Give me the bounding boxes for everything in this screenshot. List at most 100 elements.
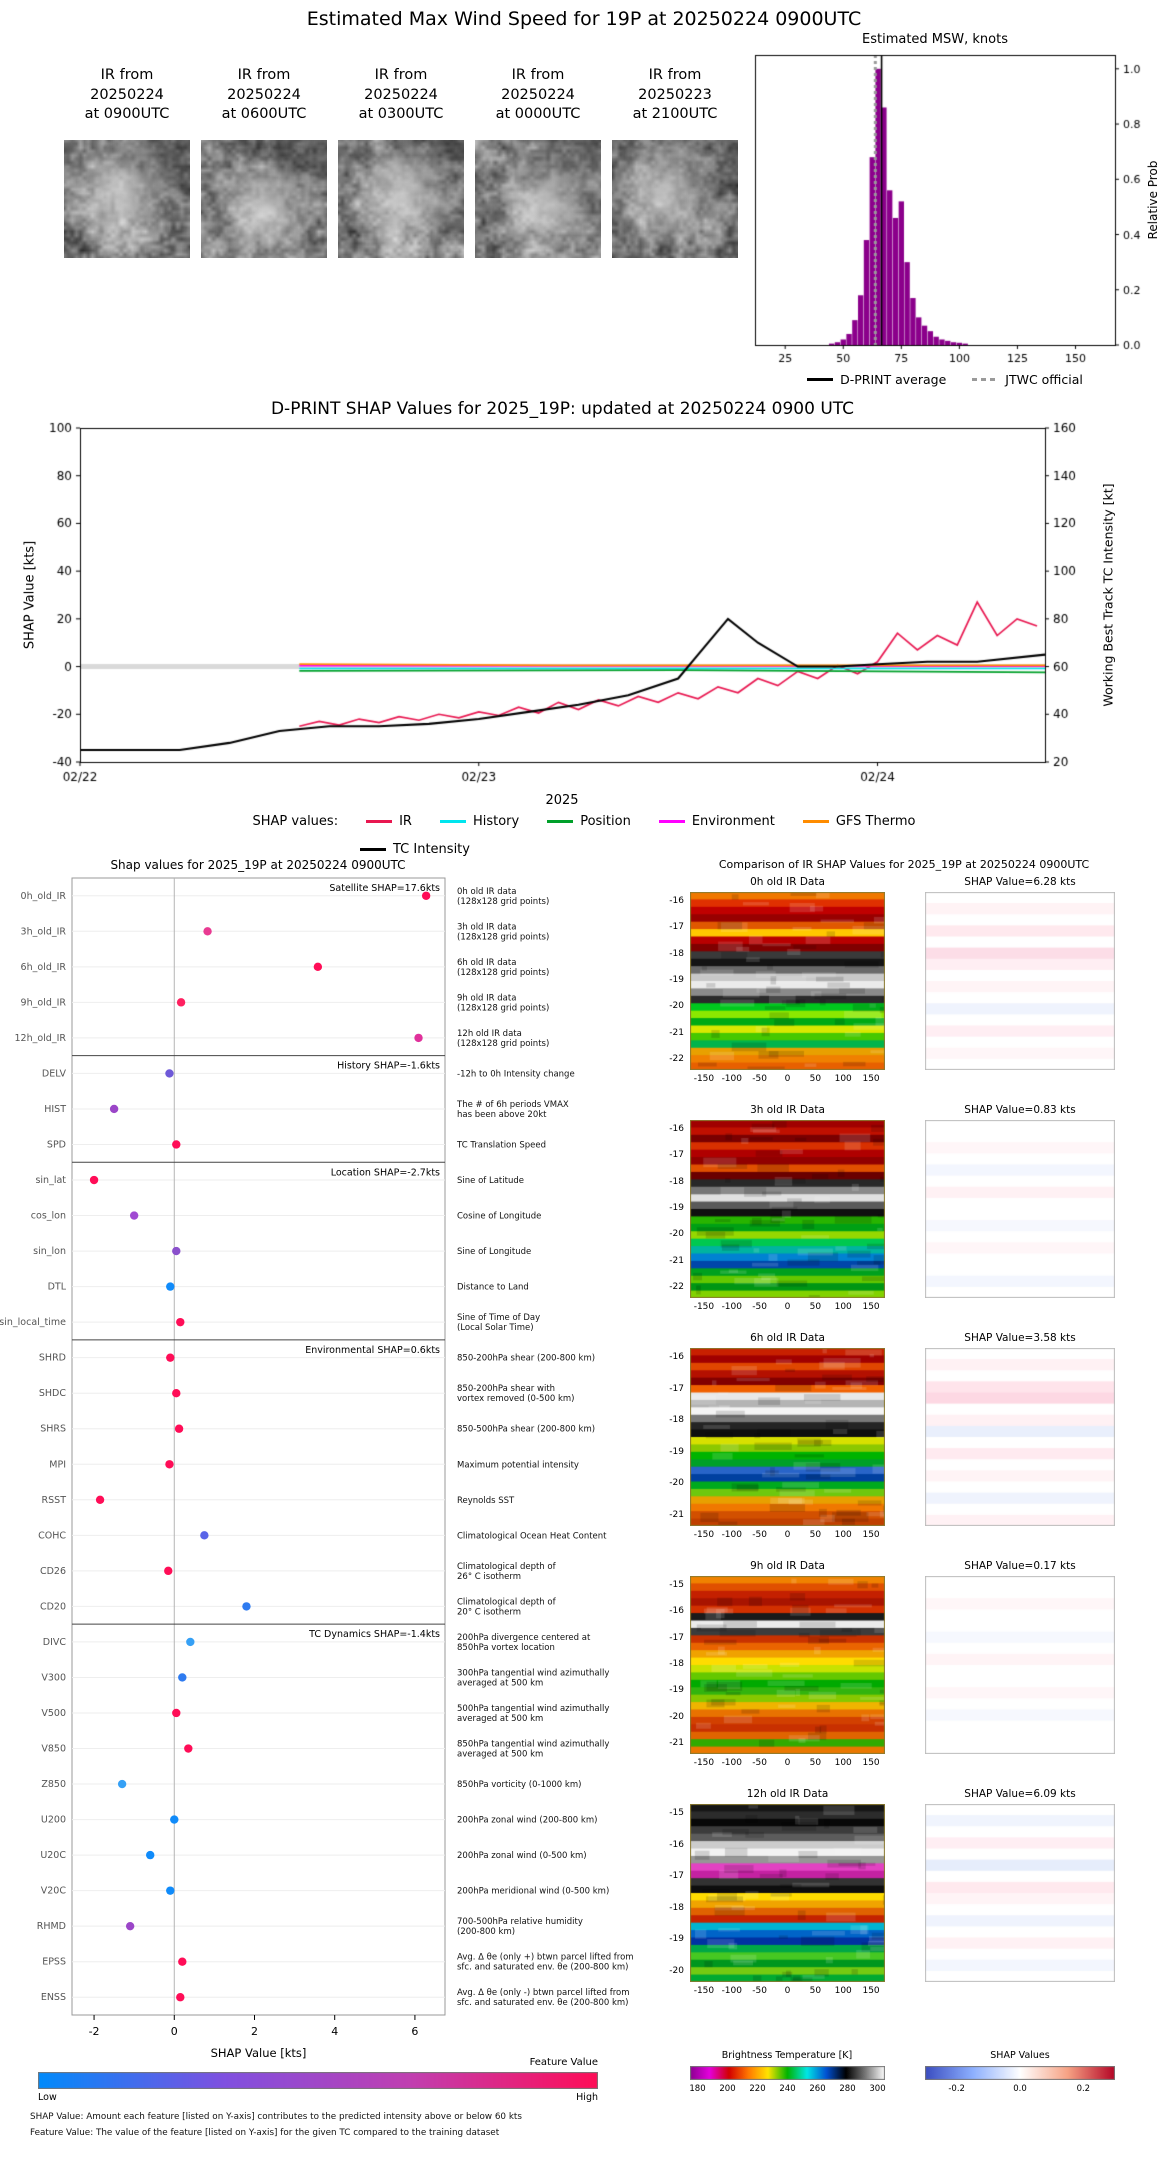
legend-item-position: Position xyxy=(547,814,631,829)
feature-description: 300hPa tangential wind azimuthally xyxy=(457,1668,609,1678)
feature-description: Distance to Land xyxy=(457,1283,529,1293)
feature-shap-dot xyxy=(200,1531,209,1540)
shap-values-colorbar xyxy=(925,2066,1115,2080)
feature-description: Avg. Δ θe (only -) btwn parcel lifted fr… xyxy=(457,1988,630,1998)
shap-legend-row2: TC Intensity xyxy=(360,840,470,857)
ir-x-tick-label: -100 xyxy=(721,1530,742,1540)
ir-y-tick-label: -20 xyxy=(669,1711,684,1722)
feature-description: 0h old IR data xyxy=(457,887,516,897)
ir-x-tick-label: 150 xyxy=(862,1302,880,1312)
ir-x-tick-label: -100 xyxy=(721,1758,742,1768)
ir-y-tick-label: -18 xyxy=(669,948,684,959)
ir-x-tick-label: 150 xyxy=(862,1074,880,1084)
feature-description: 3h old IR data xyxy=(457,922,516,932)
group-shap-label: Location SHAP=-2.7kts xyxy=(331,1167,440,1178)
ir-x-tick-label: 100 xyxy=(834,1302,852,1312)
feature-description: (200-800 km) xyxy=(457,1927,515,1937)
ir-line-swatch xyxy=(366,820,393,823)
shap-timeseries-canvas xyxy=(0,395,1168,795)
ir-x-tick-label: -100 xyxy=(721,1302,742,1312)
ir-x-tick-label: 50 xyxy=(809,1302,822,1312)
ir-thumb-label: IR from 20250224 at 0900UTC xyxy=(84,67,170,123)
ir-y-tick-label: -19 xyxy=(669,1934,684,1945)
ir-y-tick-label: -19 xyxy=(669,975,684,985)
colorbar-low-label: Low xyxy=(38,2092,57,2103)
histogram-legend: D-PRINT average JTWC official xyxy=(740,372,1150,387)
feature-shap-dot xyxy=(203,927,212,936)
ir-x-tick-label: 50 xyxy=(809,1758,822,1768)
ir-x-tick-label: 100 xyxy=(834,1530,852,1540)
feature-name-label: U200 xyxy=(41,1815,66,1826)
feature-description: 850hPa tangential wind azimuthally xyxy=(457,1740,609,1750)
legend-item-environment: Environment xyxy=(658,814,775,829)
feature-name-label: MPI xyxy=(49,1459,66,1470)
feature-name-label: 9h_old_IR xyxy=(21,997,67,1008)
histogram-ylabel: Relative Prob xyxy=(1146,160,1160,240)
feature-name-label: sin_local_time xyxy=(0,1317,66,1328)
ir-y-tick-label: -18 xyxy=(669,1902,684,1913)
ir-y-tick-label: -16 xyxy=(669,1124,684,1134)
feature-shap-dot xyxy=(166,1886,175,1895)
ir-y-tick-label: -21 xyxy=(669,1255,684,1266)
feature-shap-dot xyxy=(166,1353,175,1362)
feature-name-label: CD20 xyxy=(40,1601,66,1612)
ir-x-tick-label: 0 xyxy=(784,1758,791,1768)
feature-description: sfc. and saturated env. θe (200-800 km) xyxy=(457,1963,629,1973)
ir-panel-title: 9h old IR Data xyxy=(750,1560,825,1572)
x-tick-label: 0 xyxy=(171,2025,178,2038)
shap-colorbar-tick-label: 0.2 xyxy=(1076,2084,1091,2094)
ir-y-tick-label: -20 xyxy=(669,1478,684,1489)
feature-description: (128x128 grid points) xyxy=(457,1039,549,1049)
feature-description: Climatological depth of xyxy=(457,1597,557,1607)
feature-description: 850-200hPa shear with xyxy=(457,1384,555,1394)
feature-shap-dot xyxy=(313,962,323,972)
feature-name-label: DIVC xyxy=(43,1637,67,1648)
shap-panel-title: SHAP Value=6.09 kts xyxy=(964,1788,1076,1800)
shap-value-footnote: SHAP Value: Amount each feature [listed … xyxy=(30,2112,522,2122)
feature-description: Sine of Longitude xyxy=(457,1247,531,1257)
ir-y-tick-label: -16 xyxy=(669,896,684,906)
feature-shap-dot xyxy=(95,1495,105,1504)
ir-y-tick-label: -19 xyxy=(669,1203,684,1213)
ir-heatmap-canvas xyxy=(690,1348,885,1526)
feature-description: Climatological depth of xyxy=(457,1562,557,1572)
feature-name-label: cos_lon xyxy=(31,1211,66,1222)
legend-label: History xyxy=(472,814,520,829)
feature-name-label: 3h_old_IR xyxy=(21,926,67,937)
legend-label: Position xyxy=(580,814,631,829)
feature-description: 9h old IR data xyxy=(457,993,516,1003)
ir-y-tick-label: -18 xyxy=(669,1415,684,1426)
ir-panel-title: 3h old IR Data xyxy=(750,1104,825,1116)
timeseries-ylabel-left: SHAP Value [kts] xyxy=(22,540,38,650)
bt-colorbar-tick-label: 300 xyxy=(869,2084,886,2094)
ir-y-tick-label: -19 xyxy=(669,1685,684,1696)
feature-shap-dot xyxy=(146,1850,155,1860)
shap-heatmap-canvas xyxy=(925,1120,1115,1298)
feature-description: 12h old IR data xyxy=(457,1029,522,1039)
x-tick-label: 6 xyxy=(411,2025,418,2038)
ir-x-tick-label: 150 xyxy=(862,1986,880,1996)
ir-thumb-label: IR from 20250224 at 0600UTC xyxy=(221,67,307,123)
feature-description: 26° C isotherm xyxy=(457,1572,521,1582)
feature-name-label: V20C xyxy=(41,1886,67,1897)
feature-name-label: V300 xyxy=(41,1672,66,1683)
feature-shap-dot xyxy=(184,1744,193,1753)
feature-name-label: SHDC xyxy=(39,1388,66,1399)
feature-name-label: DELV xyxy=(42,1068,67,1079)
ir-thumbnail-image xyxy=(475,140,601,258)
feature-description: Sine of Time of Day xyxy=(457,1313,540,1323)
feature-name-label: U20C xyxy=(40,1850,66,1861)
ir-x-tick-label: -50 xyxy=(752,1986,767,1996)
feature-name-label: 0h_old_IR xyxy=(21,891,67,902)
ir-x-tick-label: -50 xyxy=(752,1074,767,1084)
legend-item-dprint-average: D-PRINT average xyxy=(807,372,946,387)
shap-panel-title: SHAP Value=3.58 kts xyxy=(964,1332,1076,1344)
shap-heatmap-canvas xyxy=(925,1348,1115,1526)
ir-y-tick-label: -15 xyxy=(669,1580,684,1590)
ir-x-tick-label: -150 xyxy=(693,1530,715,1540)
feature-description: 200hPa meridional wind (0-500 km) xyxy=(457,1887,609,1897)
ir-x-tick-label: -100 xyxy=(721,1986,742,1996)
bt-colorbar-tick-label: 260 xyxy=(809,2084,826,2094)
ir-y-tick-label: -21 xyxy=(669,1027,684,1038)
shap-heatmap-canvas xyxy=(925,892,1115,1070)
